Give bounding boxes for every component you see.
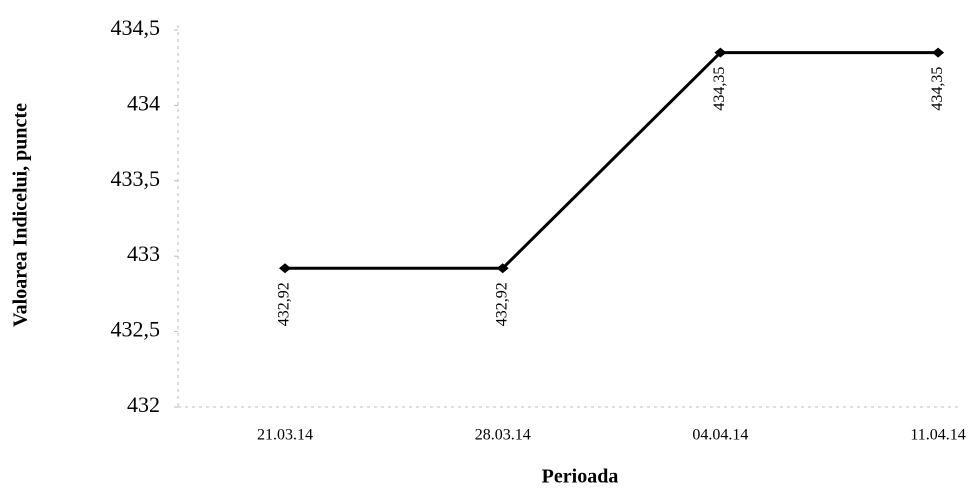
line (285, 51, 939, 270)
x-axis-title: Perioada (542, 466, 619, 488)
x-tick-label: 04.04.14 (692, 427, 748, 444)
data-label: 432,92 (276, 282, 293, 326)
data-label: 432,92 (493, 282, 510, 326)
y-tick-label: 433 (127, 241, 160, 266)
y-tick-label: 434,5 (111, 15, 161, 40)
data-label: 434,35 (711, 67, 728, 111)
y-tick-label: 434 (127, 90, 160, 115)
marker (932, 47, 945, 58)
y-axis-title: Valoarea Indicelui, puncte (10, 103, 32, 327)
y-tick-label: 432,5 (111, 317, 161, 342)
x-tick-label: 21.03.14 (257, 427, 313, 444)
marker (496, 263, 509, 274)
data-label: 434,35 (929, 67, 946, 111)
marker (714, 47, 727, 58)
y-tick-label: 432 (127, 392, 160, 417)
x-tick-label: 11.04.14 (910, 427, 965, 444)
y-tick-label: 433,5 (111, 166, 161, 191)
x-tick-label: 28.03.14 (475, 427, 531, 444)
marker (279, 263, 291, 274)
